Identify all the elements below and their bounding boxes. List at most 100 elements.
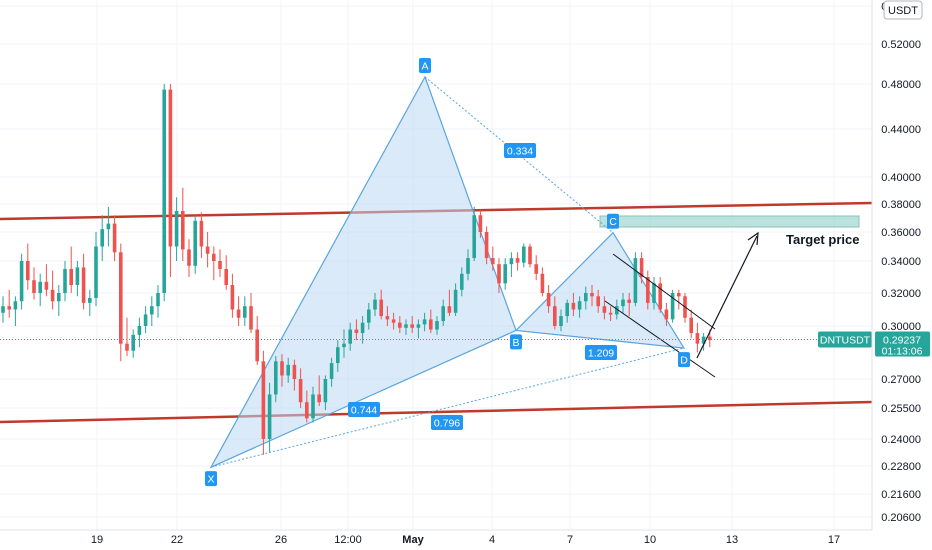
candle-body bbox=[447, 306, 452, 313]
candle-body bbox=[255, 329, 259, 362]
candle-body bbox=[261, 361, 266, 439]
ratio-xb[interactable]: 0.744 bbox=[348, 402, 380, 417]
price-tick-label: 0.30000 bbox=[881, 321, 921, 333]
symbol-tag-label: DNTUSDT bbox=[820, 334, 871, 346]
candle-body bbox=[639, 258, 644, 277]
pattern-point-d[interactable]: D bbox=[678, 352, 690, 368]
candle-body bbox=[627, 299, 631, 303]
candle-body bbox=[230, 285, 235, 310]
candle-body bbox=[422, 319, 427, 325]
ratio-xd[interactable]: 0.796 bbox=[431, 415, 463, 430]
candle-body bbox=[38, 281, 42, 293]
pattern-point-b[interactable]: B bbox=[510, 334, 522, 350]
candle-body bbox=[689, 317, 693, 334]
candle-body bbox=[404, 324, 408, 328]
candle-body bbox=[63, 269, 67, 293]
candle-body bbox=[453, 289, 458, 313]
currency-badge[interactable] bbox=[883, 0, 923, 20]
countdown-timer: 01:13:06 bbox=[882, 345, 923, 357]
candle-body bbox=[534, 264, 538, 274]
ratio-label: 0.796 bbox=[434, 418, 460, 430]
candle-body bbox=[391, 319, 396, 323]
time-tick-label: 17 bbox=[828, 534, 840, 546]
candle-body bbox=[540, 273, 545, 293]
candle-body bbox=[484, 232, 489, 259]
time-tick-label: 26 bbox=[275, 534, 287, 546]
candle-body bbox=[590, 293, 594, 297]
time-tick-label: May bbox=[402, 534, 424, 546]
time-tick-label: 4 bbox=[489, 534, 495, 546]
candle-body bbox=[75, 267, 80, 285]
candle-body bbox=[218, 261, 222, 269]
candle-body bbox=[596, 296, 600, 307]
candle-body bbox=[323, 379, 328, 403]
candle-body bbox=[373, 299, 377, 310]
candle-body bbox=[1, 306, 5, 313]
pattern-point-badge bbox=[205, 471, 217, 487]
target-arrow-head[interactable] bbox=[747, 231, 759, 246]
candle-body bbox=[441, 306, 445, 322]
candle-body bbox=[131, 334, 135, 351]
candle-body bbox=[615, 306, 619, 315]
candle-body bbox=[162, 89, 166, 293]
candle-body bbox=[658, 283, 662, 310]
price-tick-label: 0.27000 bbox=[881, 374, 921, 386]
candle-body bbox=[50, 289, 55, 302]
pattern-point-x[interactable]: X bbox=[205, 471, 217, 487]
support-line[interactable] bbox=[0, 400, 873, 424]
candle-body bbox=[670, 293, 675, 320]
pattern-point-label: C bbox=[609, 216, 617, 228]
price-tick-label: 0.40000 bbox=[881, 172, 921, 184]
overlay: DNTUSDT X A B C D 0.334 0.744 1.209 0.796 Target p… bbox=[0, 58, 872, 487]
candles bbox=[1, 84, 712, 455]
ratio-bd[interactable]: 1.209 bbox=[585, 345, 617, 360]
candle-body bbox=[181, 211, 185, 250]
time-tick-label: 7 bbox=[567, 534, 573, 546]
price-axis[interactable]: 0.560000.520000.480000.440000.400000.380… bbox=[871, 0, 932, 530]
price-tick-label: 0.48000 bbox=[881, 79, 921, 91]
target-zone[interactable] bbox=[599, 215, 860, 228]
target-zone-box[interactable] bbox=[599, 215, 860, 228]
last-price-badge[interactable] bbox=[875, 331, 930, 357]
pattern-point-label: A bbox=[421, 61, 428, 73]
time-axis-bg bbox=[0, 530, 932, 550]
time-tick-label: 22 bbox=[171, 534, 183, 546]
candle-body bbox=[199, 220, 204, 247]
candle-body bbox=[608, 312, 613, 315]
candle-body bbox=[633, 258, 638, 303]
candle-body bbox=[354, 329, 359, 334]
candle-body bbox=[360, 322, 365, 334]
candle-body bbox=[553, 306, 557, 326]
pattern-point-badge bbox=[510, 334, 522, 350]
price-tick-label: 0.24000 bbox=[881, 434, 921, 446]
candle-body bbox=[571, 302, 576, 310]
ratio-ac[interactable]: 0.334 bbox=[504, 143, 536, 158]
ratio-label: 1.209 bbox=[588, 348, 614, 360]
candle-body bbox=[298, 379, 303, 403]
candle-body bbox=[305, 402, 309, 419]
candle-body bbox=[57, 293, 61, 302]
target-arrow-line[interactable] bbox=[696, 235, 758, 359]
candle-body bbox=[367, 309, 371, 323]
candle-body bbox=[577, 301, 582, 310]
currency-label: USDT bbox=[888, 5, 918, 17]
pattern-point-c[interactable]: C bbox=[607, 213, 619, 229]
xd-dotted-line bbox=[210, 347, 685, 468]
candle-body bbox=[19, 261, 24, 302]
pattern-point-badge bbox=[419, 58, 431, 73]
pattern-point-a[interactable]: A bbox=[419, 58, 431, 73]
candle-body bbox=[584, 293, 588, 302]
candle-body bbox=[26, 261, 30, 281]
candle-body bbox=[336, 347, 340, 364]
candle-body bbox=[348, 329, 352, 344]
time-axis[interactable]: 19 22 26 12:00 May 4 7 10 13 17 bbox=[0, 529, 932, 550]
candle-body bbox=[205, 246, 210, 254]
pattern-point-label: D bbox=[680, 355, 688, 367]
channel-upper-line[interactable] bbox=[612, 253, 716, 330]
candle-body bbox=[311, 394, 315, 419]
candle-body bbox=[125, 343, 129, 351]
candle-body bbox=[472, 215, 476, 259]
candle-body bbox=[503, 264, 507, 284]
price-tick-label: 0.52000 bbox=[881, 39, 921, 51]
